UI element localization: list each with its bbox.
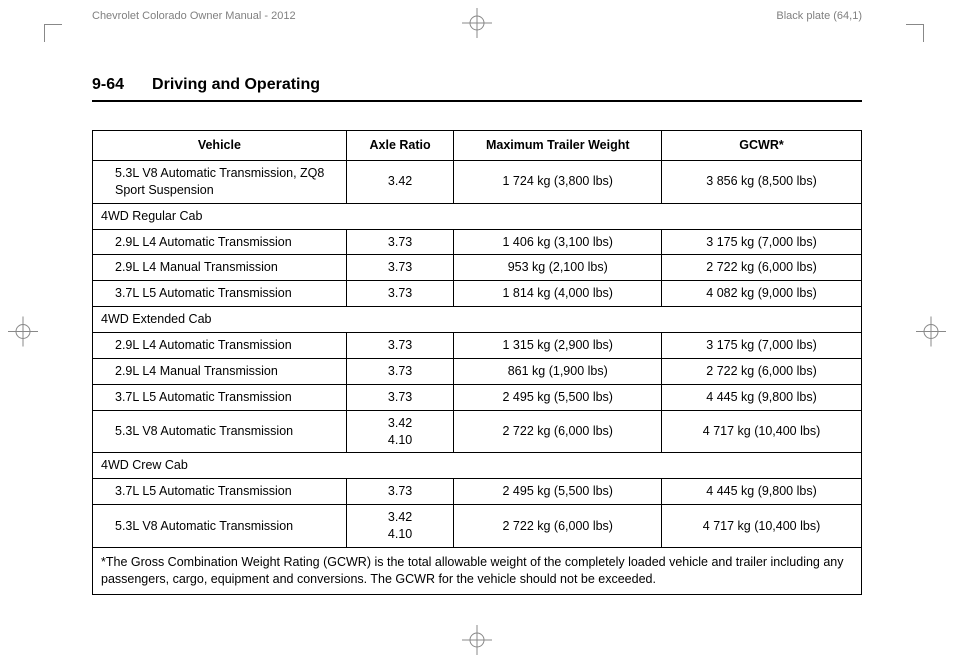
table-row: 2.9L L4 Automatic Transmission3.731 315 … bbox=[93, 333, 862, 359]
axle-ratio-cell: 3.73 bbox=[346, 255, 454, 281]
gcwr-cell: 3 175 kg (7,000 lbs) bbox=[662, 333, 862, 359]
vehicle-cell: 2.9L L4 Automatic Transmission bbox=[93, 333, 347, 359]
table-footnote: *The Gross Combination Weight Rating (GC… bbox=[93, 547, 862, 594]
vehicle-cell: 3.7L L5 Automatic Transmission bbox=[93, 384, 347, 410]
trailer-weight-cell: 1 315 kg (2,900 lbs) bbox=[454, 333, 662, 359]
table-row: 2.9L L4 Manual Transmission3.73953 kg (2… bbox=[93, 255, 862, 281]
trailer-weight-cell: 2 495 kg (5,500 lbs) bbox=[454, 384, 662, 410]
vehicle-cell: 2.9L L4 Manual Transmission bbox=[93, 358, 347, 384]
col-header-gcwr: GCWR* bbox=[662, 131, 862, 161]
gcwr-cell: 4 082 kg (9,000 lbs) bbox=[662, 281, 862, 307]
registration-mark-top bbox=[462, 8, 492, 38]
registration-mark-bottom bbox=[462, 625, 492, 660]
gcwr-cell: 3 175 kg (7,000 lbs) bbox=[662, 229, 862, 255]
section-label-cell: 4WD Extended Cab bbox=[93, 307, 862, 333]
vehicle-cell: 3.7L L5 Automatic Transmission bbox=[93, 479, 347, 505]
table-row: 4WD Crew Cab bbox=[93, 453, 862, 479]
table-row: 3.7L L5 Automatic Transmission3.732 495 … bbox=[93, 479, 862, 505]
gcwr-cell: 4 445 kg (9,800 lbs) bbox=[662, 384, 862, 410]
vehicle-cell: 5.3L V8 Automatic Transmission bbox=[93, 410, 347, 453]
vehicle-cell: 2.9L L4 Manual Transmission bbox=[93, 255, 347, 281]
table-row: 3.7L L5 Automatic Transmission3.732 495 … bbox=[93, 384, 862, 410]
table-row: 2.9L L4 Manual Transmission3.73861 kg (1… bbox=[93, 358, 862, 384]
vehicle-cell: 5.3L V8 Automatic Transmission, ZQ8 Spor… bbox=[93, 160, 347, 203]
specifications-table: Vehicle Axle Ratio Maximum Trailer Weigh… bbox=[92, 130, 862, 595]
vehicle-cell: 3.7L L5 Automatic Transmission bbox=[93, 281, 347, 307]
axle-ratio-cell: 3.424.10 bbox=[346, 410, 454, 453]
axle-ratio-cell: 3.73 bbox=[346, 281, 454, 307]
table-row: 2.9L L4 Automatic Transmission3.731 406 … bbox=[93, 229, 862, 255]
table-row: 5.3L V8 Automatic Transmission3.424.102 … bbox=[93, 410, 862, 453]
axle-ratio-cell: 3.424.10 bbox=[346, 505, 454, 548]
table-row: 3.7L L5 Automatic Transmission3.731 814 … bbox=[93, 281, 862, 307]
table-footnote-row: *The Gross Combination Weight Rating (GC… bbox=[93, 547, 862, 594]
table-header-row: Vehicle Axle Ratio Maximum Trailer Weigh… bbox=[93, 131, 862, 161]
gcwr-cell: 3 856 kg (8,500 lbs) bbox=[662, 160, 862, 203]
section-title: Driving and Operating bbox=[152, 76, 320, 94]
page-number: 9-64 bbox=[92, 76, 124, 94]
trailer-weight-cell: 1 406 kg (3,100 lbs) bbox=[454, 229, 662, 255]
registration-mark-right bbox=[916, 317, 946, 352]
axle-ratio-cell: 3.73 bbox=[346, 333, 454, 359]
col-header-trailer: Maximum Trailer Weight bbox=[454, 131, 662, 161]
axle-ratio-cell: 3.42 bbox=[346, 160, 454, 203]
table-row: 4WD Extended Cab bbox=[93, 307, 862, 333]
gcwr-cell: 2 722 kg (6,000 lbs) bbox=[662, 255, 862, 281]
header-right: Black plate (64,1) bbox=[776, 10, 862, 22]
gcwr-cell: 2 722 kg (6,000 lbs) bbox=[662, 358, 862, 384]
col-header-axle: Axle Ratio bbox=[346, 131, 454, 161]
vehicle-cell: 5.3L V8 Automatic Transmission bbox=[93, 505, 347, 548]
gcwr-cell: 4 717 kg (10,400 lbs) bbox=[662, 505, 862, 548]
section-label-cell: 4WD Regular Cab bbox=[93, 203, 862, 229]
table-row: 4WD Regular Cab bbox=[93, 203, 862, 229]
axle-ratio-cell: 3.73 bbox=[346, 384, 454, 410]
axle-ratio-cell: 3.73 bbox=[346, 229, 454, 255]
section-header: 9-64 Driving and Operating bbox=[92, 76, 862, 102]
axle-ratio-cell: 3.73 bbox=[346, 479, 454, 505]
axle-ratio-cell: 3.73 bbox=[346, 358, 454, 384]
trailer-weight-cell: 861 kg (1,900 lbs) bbox=[454, 358, 662, 384]
table-row: 5.3L V8 Automatic Transmission, ZQ8 Spor… bbox=[93, 160, 862, 203]
trailer-weight-cell: 1 814 kg (4,000 lbs) bbox=[454, 281, 662, 307]
gcwr-cell: 4 445 kg (9,800 lbs) bbox=[662, 479, 862, 505]
gcwr-cell: 4 717 kg (10,400 lbs) bbox=[662, 410, 862, 453]
trailer-weight-cell: 1 724 kg (3,800 lbs) bbox=[454, 160, 662, 203]
registration-mark-left bbox=[8, 317, 38, 352]
header-left: Chevrolet Colorado Owner Manual - 2012 bbox=[92, 10, 296, 22]
trailer-weight-cell: 2 495 kg (5,500 lbs) bbox=[454, 479, 662, 505]
col-header-vehicle: Vehicle bbox=[93, 131, 347, 161]
trailer-weight-cell: 2 722 kg (6,000 lbs) bbox=[454, 410, 662, 453]
crop-mark-top-right bbox=[906, 24, 924, 42]
section-label-cell: 4WD Crew Cab bbox=[93, 453, 862, 479]
page-content: 9-64 Driving and Operating Vehicle Axle … bbox=[0, 26, 954, 615]
trailer-weight-cell: 953 kg (2,100 lbs) bbox=[454, 255, 662, 281]
table-row: 5.3L V8 Automatic Transmission3.424.102 … bbox=[93, 505, 862, 548]
crop-mark-top-left bbox=[44, 24, 62, 42]
trailer-weight-cell: 2 722 kg (6,000 lbs) bbox=[454, 505, 662, 548]
vehicle-cell: 2.9L L4 Automatic Transmission bbox=[93, 229, 347, 255]
